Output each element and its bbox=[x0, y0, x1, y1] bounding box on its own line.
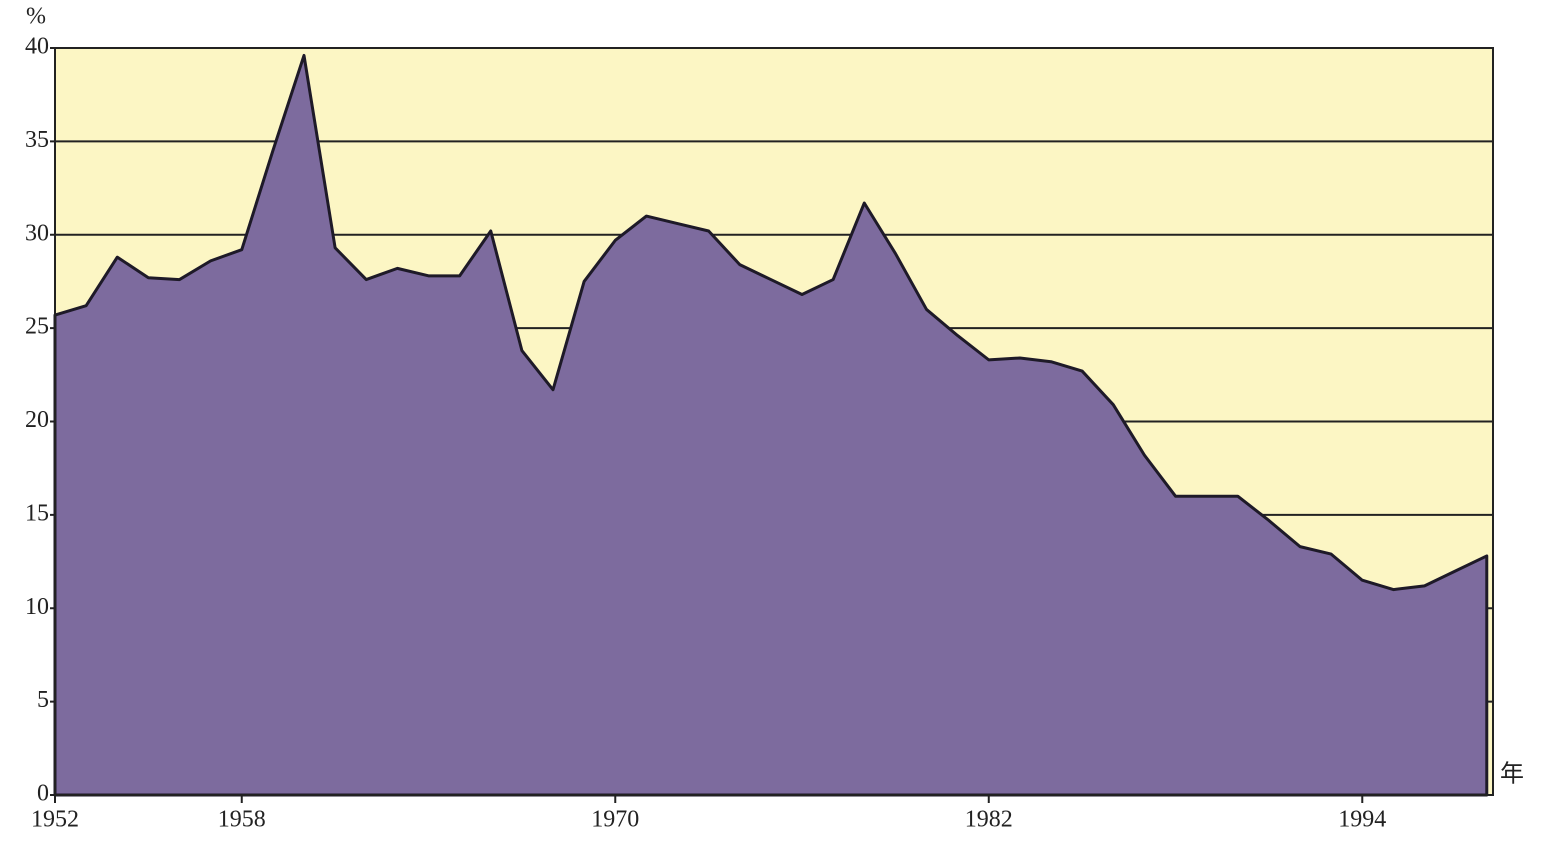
plot-frame bbox=[54, 47, 1494, 796]
x-tick-label: 1994 bbox=[1338, 807, 1386, 833]
y-tick-label: 5 bbox=[37, 687, 49, 713]
y-tick-label: 20 bbox=[25, 407, 49, 433]
y-axis-label: % bbox=[26, 4, 46, 30]
x-axis-label: 年 bbox=[1500, 761, 1524, 788]
area bbox=[53, 53, 1489, 797]
x-tick-label: 1958 bbox=[218, 807, 266, 833]
y-tick-label: 35 bbox=[25, 127, 49, 153]
y-tick-label: 30 bbox=[25, 220, 49, 246]
y-tick-label: 40 bbox=[25, 34, 49, 60]
x-tick-label: 1982 bbox=[965, 807, 1013, 833]
y-tick-label: 25 bbox=[25, 314, 49, 340]
x-tick-label: 1970 bbox=[591, 807, 639, 833]
y-tick-label: 10 bbox=[25, 594, 49, 620]
y-tick-label: 15 bbox=[25, 500, 49, 526]
y-tick-label: 0 bbox=[37, 781, 49, 807]
x-tick-label: 1952 bbox=[31, 807, 79, 833]
